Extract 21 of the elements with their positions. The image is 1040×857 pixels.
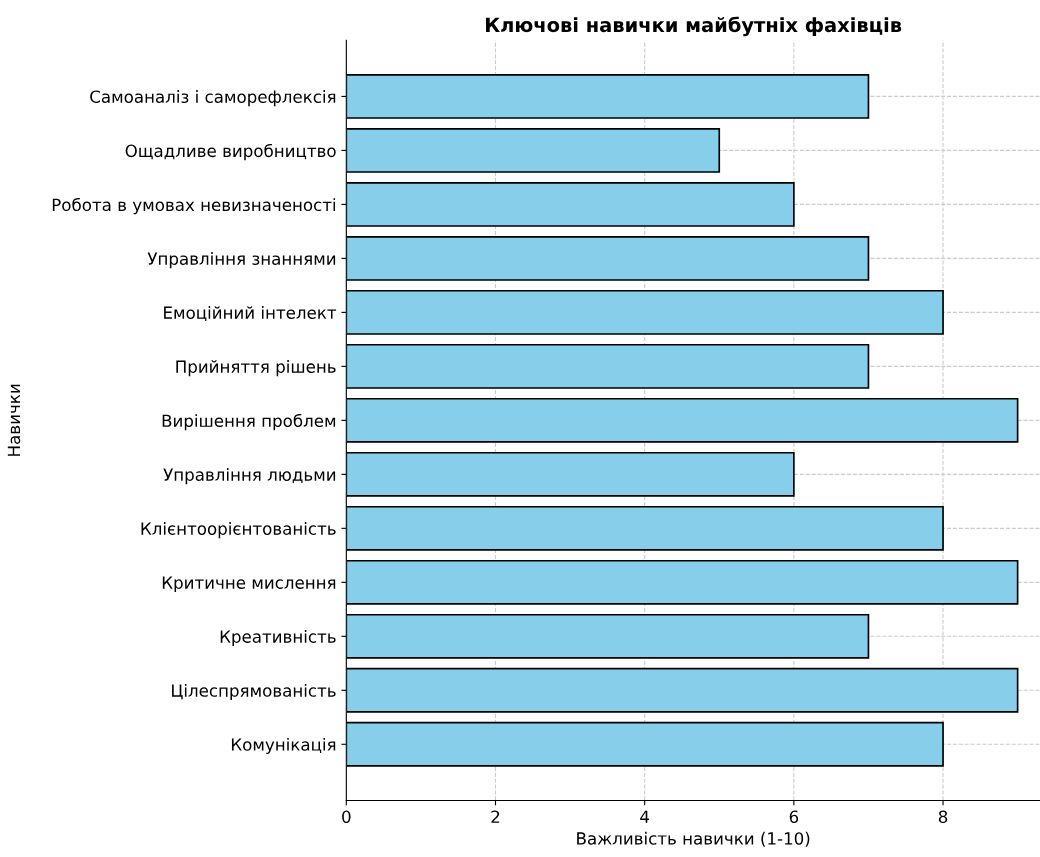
x-tick-label: 0 [342,810,351,824]
x-tick-label: 4 [640,810,650,823]
y-tick-label: Цілеспрямованість [172,683,336,701]
y-tick-label: Самоаналіз і саморефлексія [90,90,336,107]
x-tick-label: 8 [938,810,948,824]
y-tick-label: Прийняття рішень [176,360,336,377]
chart-title: Ключові навички майбутніх фахівців [486,16,902,37]
y-tick-label: Креативність [220,629,336,647]
y-tick-label: Вирішення проблем [162,413,336,431]
y-axis-title: Навички [7,384,21,456]
x-axis-title: Важливість навички (1-10) [577,831,810,847]
y-tick-label: Комунікація [231,737,336,755]
y-tick-label: Критичне мислення [162,576,336,593]
x-tick-label: 6 [789,810,799,824]
x-tick-label: 2 [491,810,500,823]
y-tick-label: Робота в умовах невизначеності [52,197,336,215]
y-tick-label: Управління людьми [163,468,336,485]
y-tick-label: Ощадливе виробництво [125,143,336,161]
y-tick-label: Управління знаннями [147,252,336,269]
y-tick-label: Емоційний інтелект [164,306,337,322]
y-tick-label: Клієнтоорієнтованість [141,522,336,539]
